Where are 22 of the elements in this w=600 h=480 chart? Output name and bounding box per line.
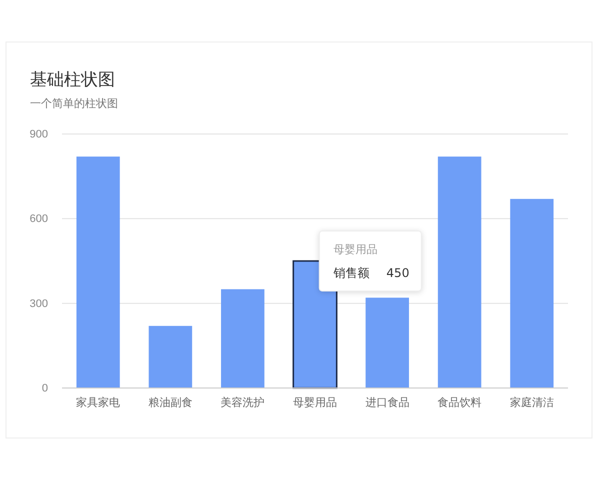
y-tick-label: 900: [30, 128, 48, 141]
bar: [438, 156, 482, 388]
x-tick-label: 粮油副食: [148, 396, 192, 409]
y-tick-label: 0: [42, 382, 48, 395]
annotation: 450: [386, 266, 410, 280]
bar: [366, 298, 409, 388]
bar: [148, 326, 192, 388]
bar: [510, 198, 554, 388]
chart-subtitle: 一个简单的柱状图: [30, 97, 118, 110]
x-tick-label: 家庭清洁: [510, 396, 554, 409]
x-tick-label: 食品饮料: [438, 396, 482, 409]
annotation: 母婴用品: [333, 243, 378, 256]
x-tick-label: 母婴用品: [293, 396, 337, 409]
x-tick-label: 进口食品: [365, 396, 410, 409]
annotation: 销售额: [332, 266, 370, 280]
y-tick-label: 300: [30, 298, 48, 310]
bar: [76, 156, 120, 388]
x-tick-label: 家具家电: [76, 396, 120, 409]
chart-title: 基础柱状图: [30, 70, 115, 90]
x-tick-label: 美容洗护: [220, 396, 265, 409]
bar: [221, 289, 264, 388]
y-tick-label: 600: [30, 213, 48, 226]
